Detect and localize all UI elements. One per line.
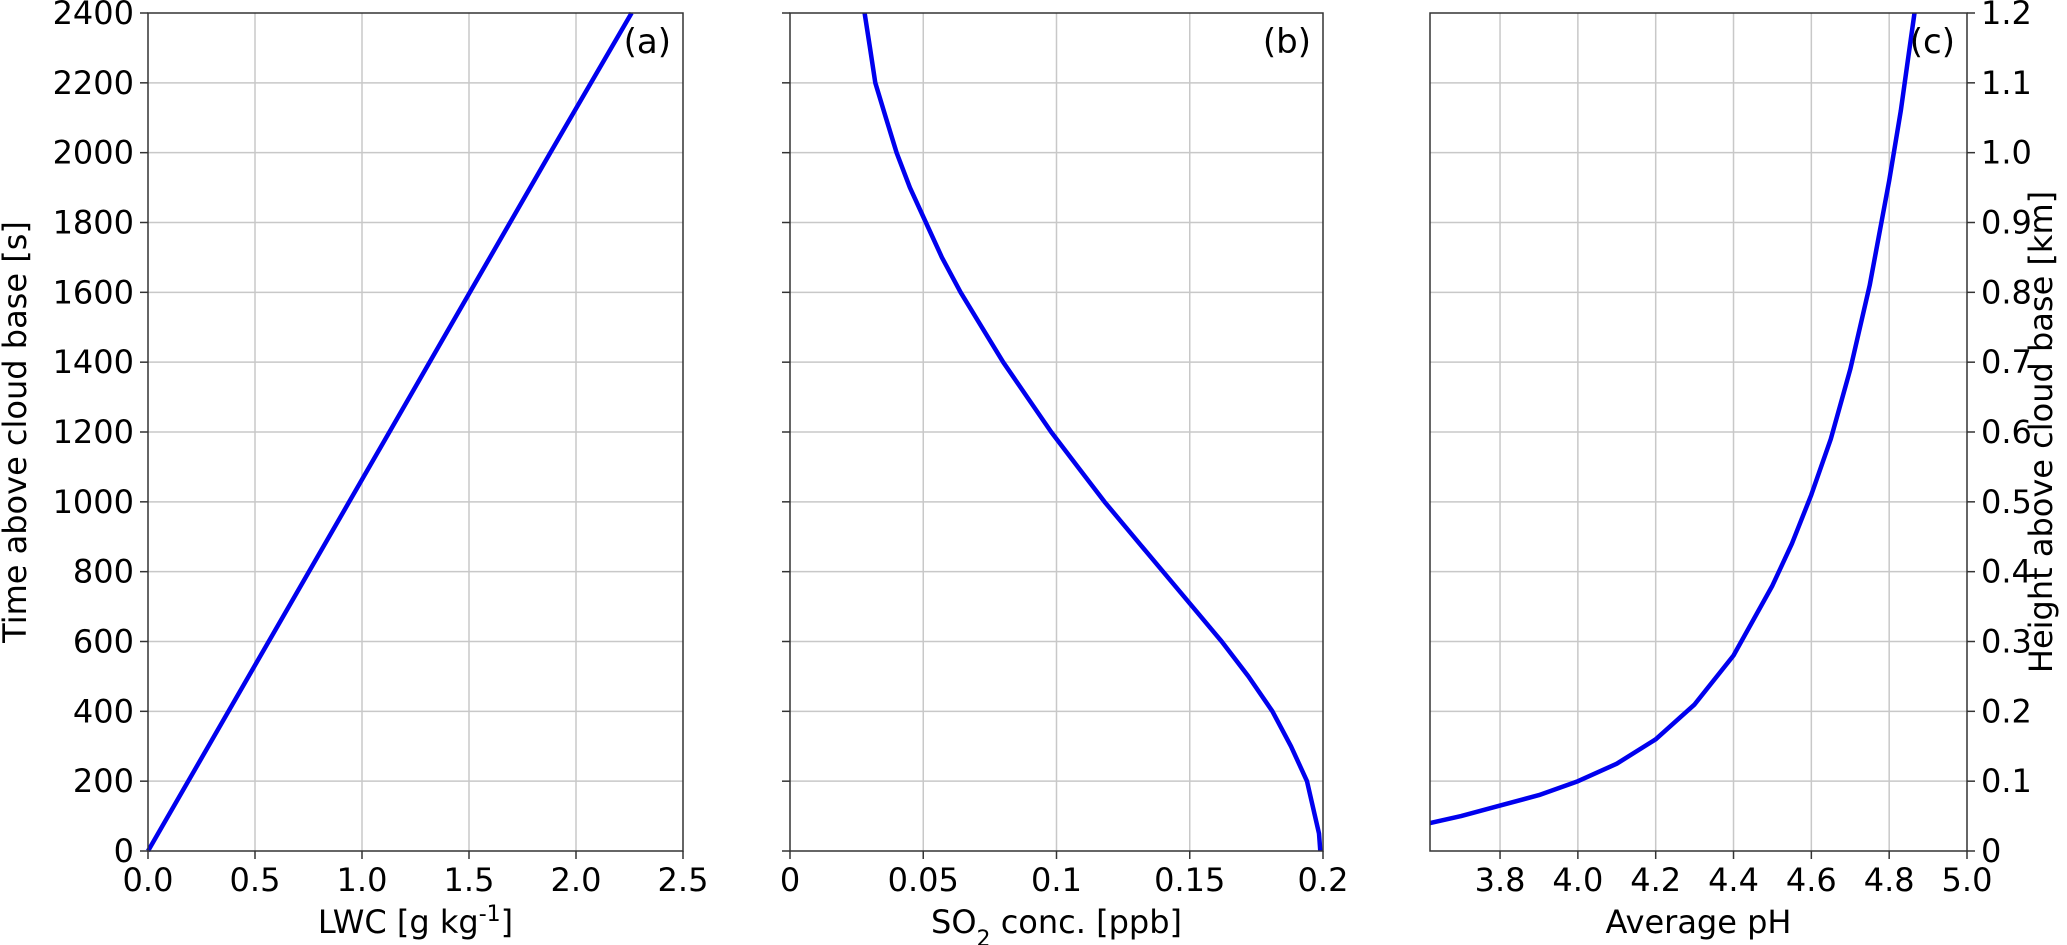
y-tick-label: 0 xyxy=(1981,832,2001,870)
y-tick-label: 0.3 xyxy=(1981,623,2032,661)
x-tick-label: 4.2 xyxy=(1630,861,1681,899)
x-tick-label: 0 xyxy=(780,861,800,899)
x-tick-label: 0.15 xyxy=(1154,861,1225,899)
panel-a: 0.0 0.5 1.0 1.5 2.0 2.5 0 200 400 600 800 1000 1200 1… xyxy=(0,0,708,941)
x-tick-label: 4.6 xyxy=(1786,861,1837,899)
x-tick-label: 5.0 xyxy=(1942,861,1993,899)
panel-b: 0 0.05 0.1 0.15 0.2 (b) SO2 conc. [ppb] xyxy=(780,12,1349,945)
x-tick-label: 0.5 xyxy=(230,861,281,899)
x-axis-label: Average pH xyxy=(1606,903,1792,941)
y-tick-label: 800 xyxy=(73,553,134,591)
y-tick-label: 600 xyxy=(73,623,134,661)
y-axis-label: Time above cloud base [s] xyxy=(0,221,34,644)
y-tick-label: 0.8 xyxy=(1981,273,2032,311)
y-tick-label: 1600 xyxy=(53,273,134,311)
y-tick-label: 0.6 xyxy=(1981,413,2032,451)
y-tick-label: 400 xyxy=(73,692,134,730)
y-tick-label: 1.1 xyxy=(1981,64,2032,102)
series-line xyxy=(1429,12,1917,826)
y-tick-label: 200 xyxy=(73,762,134,800)
y-tick-label: 1400 xyxy=(53,343,134,381)
y-tick-label: 0.4 xyxy=(1981,553,2032,591)
panel-label: (b) xyxy=(1263,22,1311,62)
y-tick-label: 0.1 xyxy=(1981,762,2032,800)
y-tick-label: 0.2 xyxy=(1981,692,2032,730)
x-tick-label: 1.0 xyxy=(337,861,388,899)
x-tick-label: 0.05 xyxy=(888,861,959,899)
x-tick-label: 0.1 xyxy=(1031,861,1082,899)
x-tick-label: 4.0 xyxy=(1552,861,1603,899)
y-tick-label: 2400 xyxy=(53,0,134,32)
x-tick-label: 1.5 xyxy=(444,861,495,899)
grid xyxy=(148,13,683,851)
panel-label: (c) xyxy=(1910,22,1955,62)
y-tick-label: 2200 xyxy=(53,64,134,102)
x-tick-label: 2.0 xyxy=(551,861,602,899)
x-tick-label: 3.8 xyxy=(1475,861,1526,899)
y-tick-label: 1.2 xyxy=(1981,0,2032,32)
grid xyxy=(1430,13,1967,851)
x-tick-label: 0.2 xyxy=(1298,861,1349,899)
x-tick-label: 2.5 xyxy=(658,861,709,899)
y-tick-label: 2000 xyxy=(53,134,134,172)
y-tick-label: 0 xyxy=(114,832,134,870)
y-tick-label: 0.9 xyxy=(1981,204,2032,242)
y-tick-label: 1.0 xyxy=(1981,134,2032,172)
y-tick-label: 1800 xyxy=(53,204,134,242)
x-tick-label: 4.8 xyxy=(1864,861,1915,899)
y-tick-label: 0.5 xyxy=(1981,483,2032,521)
y-tick-label: 1200 xyxy=(53,413,134,451)
x-tick-label: 0.0 xyxy=(123,861,174,899)
y-axis-label-right: Height above cloud base [km] xyxy=(2022,191,2060,673)
series-line xyxy=(862,12,1323,852)
x-axis-label: SO2 conc. [ppb] xyxy=(931,903,1182,945)
y-tick-label: 1000 xyxy=(53,483,134,521)
y-tick-label: 0.7 xyxy=(1981,343,2032,381)
panel-label: (a) xyxy=(624,22,671,62)
x-axis-label: LWC [g kg-1] xyxy=(318,902,513,942)
x-tick-label: 4.4 xyxy=(1708,861,1759,899)
series-line xyxy=(146,11,634,853)
panel-c: 3.8 4.0 4.2 4.4 4.6 4.8 5.00 0.1 0.2 0.3 0.4 0.5 0.6… xyxy=(1429,0,2060,941)
grid xyxy=(790,13,1323,851)
